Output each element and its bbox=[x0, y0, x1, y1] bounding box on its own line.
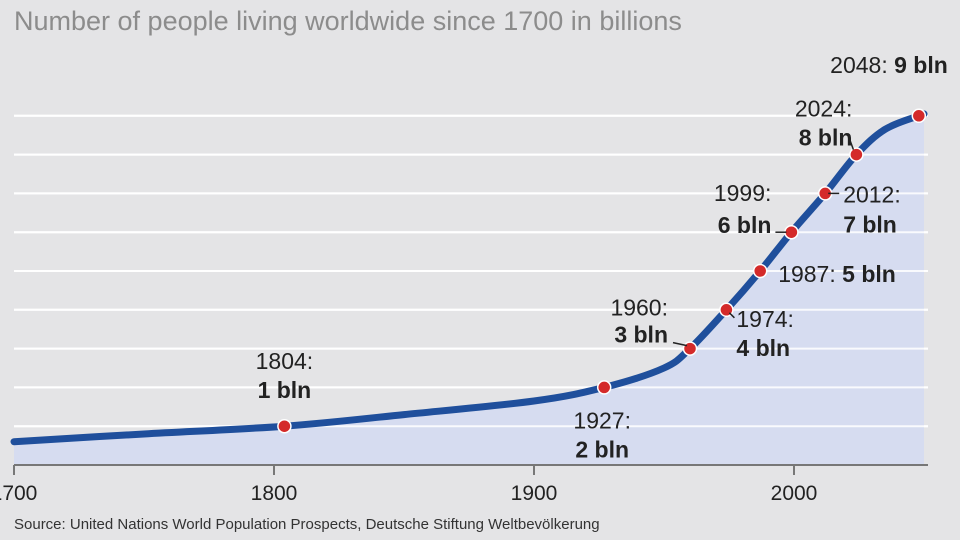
chart-title: Number of people living worldwide since … bbox=[14, 6, 682, 36]
milestone-value-label: 6 bln bbox=[718, 212, 772, 238]
milestone-value-label: 8 bln bbox=[799, 125, 853, 151]
milestone-year-label: 2012: bbox=[843, 181, 901, 207]
milestone-value-label: 4 bln bbox=[736, 335, 790, 361]
x-axis: 1700 1800 1900 2000 bbox=[0, 464, 928, 505]
milestone-value-label: 1 bln bbox=[258, 377, 312, 403]
milestone-year-label: 1999: bbox=[714, 180, 772, 206]
annotation-leader bbox=[672, 341, 688, 347]
area-layer bbox=[10, 110, 928, 466]
source-note: Source: United Nations World Population … bbox=[14, 516, 600, 533]
milestone-value-label: 7 bln bbox=[843, 211, 897, 237]
x-tick-label: 2000 bbox=[771, 482, 818, 505]
milestone-year-label: 1974: bbox=[736, 306, 794, 332]
x-tick-label: 1800 bbox=[251, 482, 298, 505]
milestone-annotations: 1804: 1 bln 1927: 2 bln 1960:3 bln 1974: 4 bln… bbox=[256, 52, 948, 463]
milestone-marker bbox=[596, 380, 612, 395]
milestone-year-label: 1927: bbox=[573, 407, 631, 433]
milestone-label: 1987: 5 bln bbox=[778, 261, 896, 287]
area-fill bbox=[14, 113, 924, 466]
x-tick-label: 1700 bbox=[0, 482, 37, 505]
milestone-value-label: 2 bln bbox=[575, 436, 629, 462]
milestone-marker bbox=[682, 341, 698, 356]
annotation-leader bbox=[728, 312, 735, 319]
milestone-marker bbox=[849, 147, 864, 162]
milestone-marker bbox=[911, 108, 927, 124]
milestone-marker bbox=[752, 263, 768, 279]
milestone-year-label: 1960: bbox=[610, 295, 668, 321]
milestone-year-label: 1804: bbox=[256, 348, 314, 374]
milestone-marker bbox=[784, 224, 799, 240]
milestone-marker bbox=[277, 418, 292, 434]
milestone-year-label: 2024: bbox=[795, 96, 853, 122]
x-tick-label: 1900 bbox=[511, 482, 558, 505]
milestone-label: 2048: 9 bln bbox=[830, 52, 948, 78]
milestone-value-label: 3 bln bbox=[614, 322, 668, 348]
annotation-leader bbox=[848, 138, 855, 150]
